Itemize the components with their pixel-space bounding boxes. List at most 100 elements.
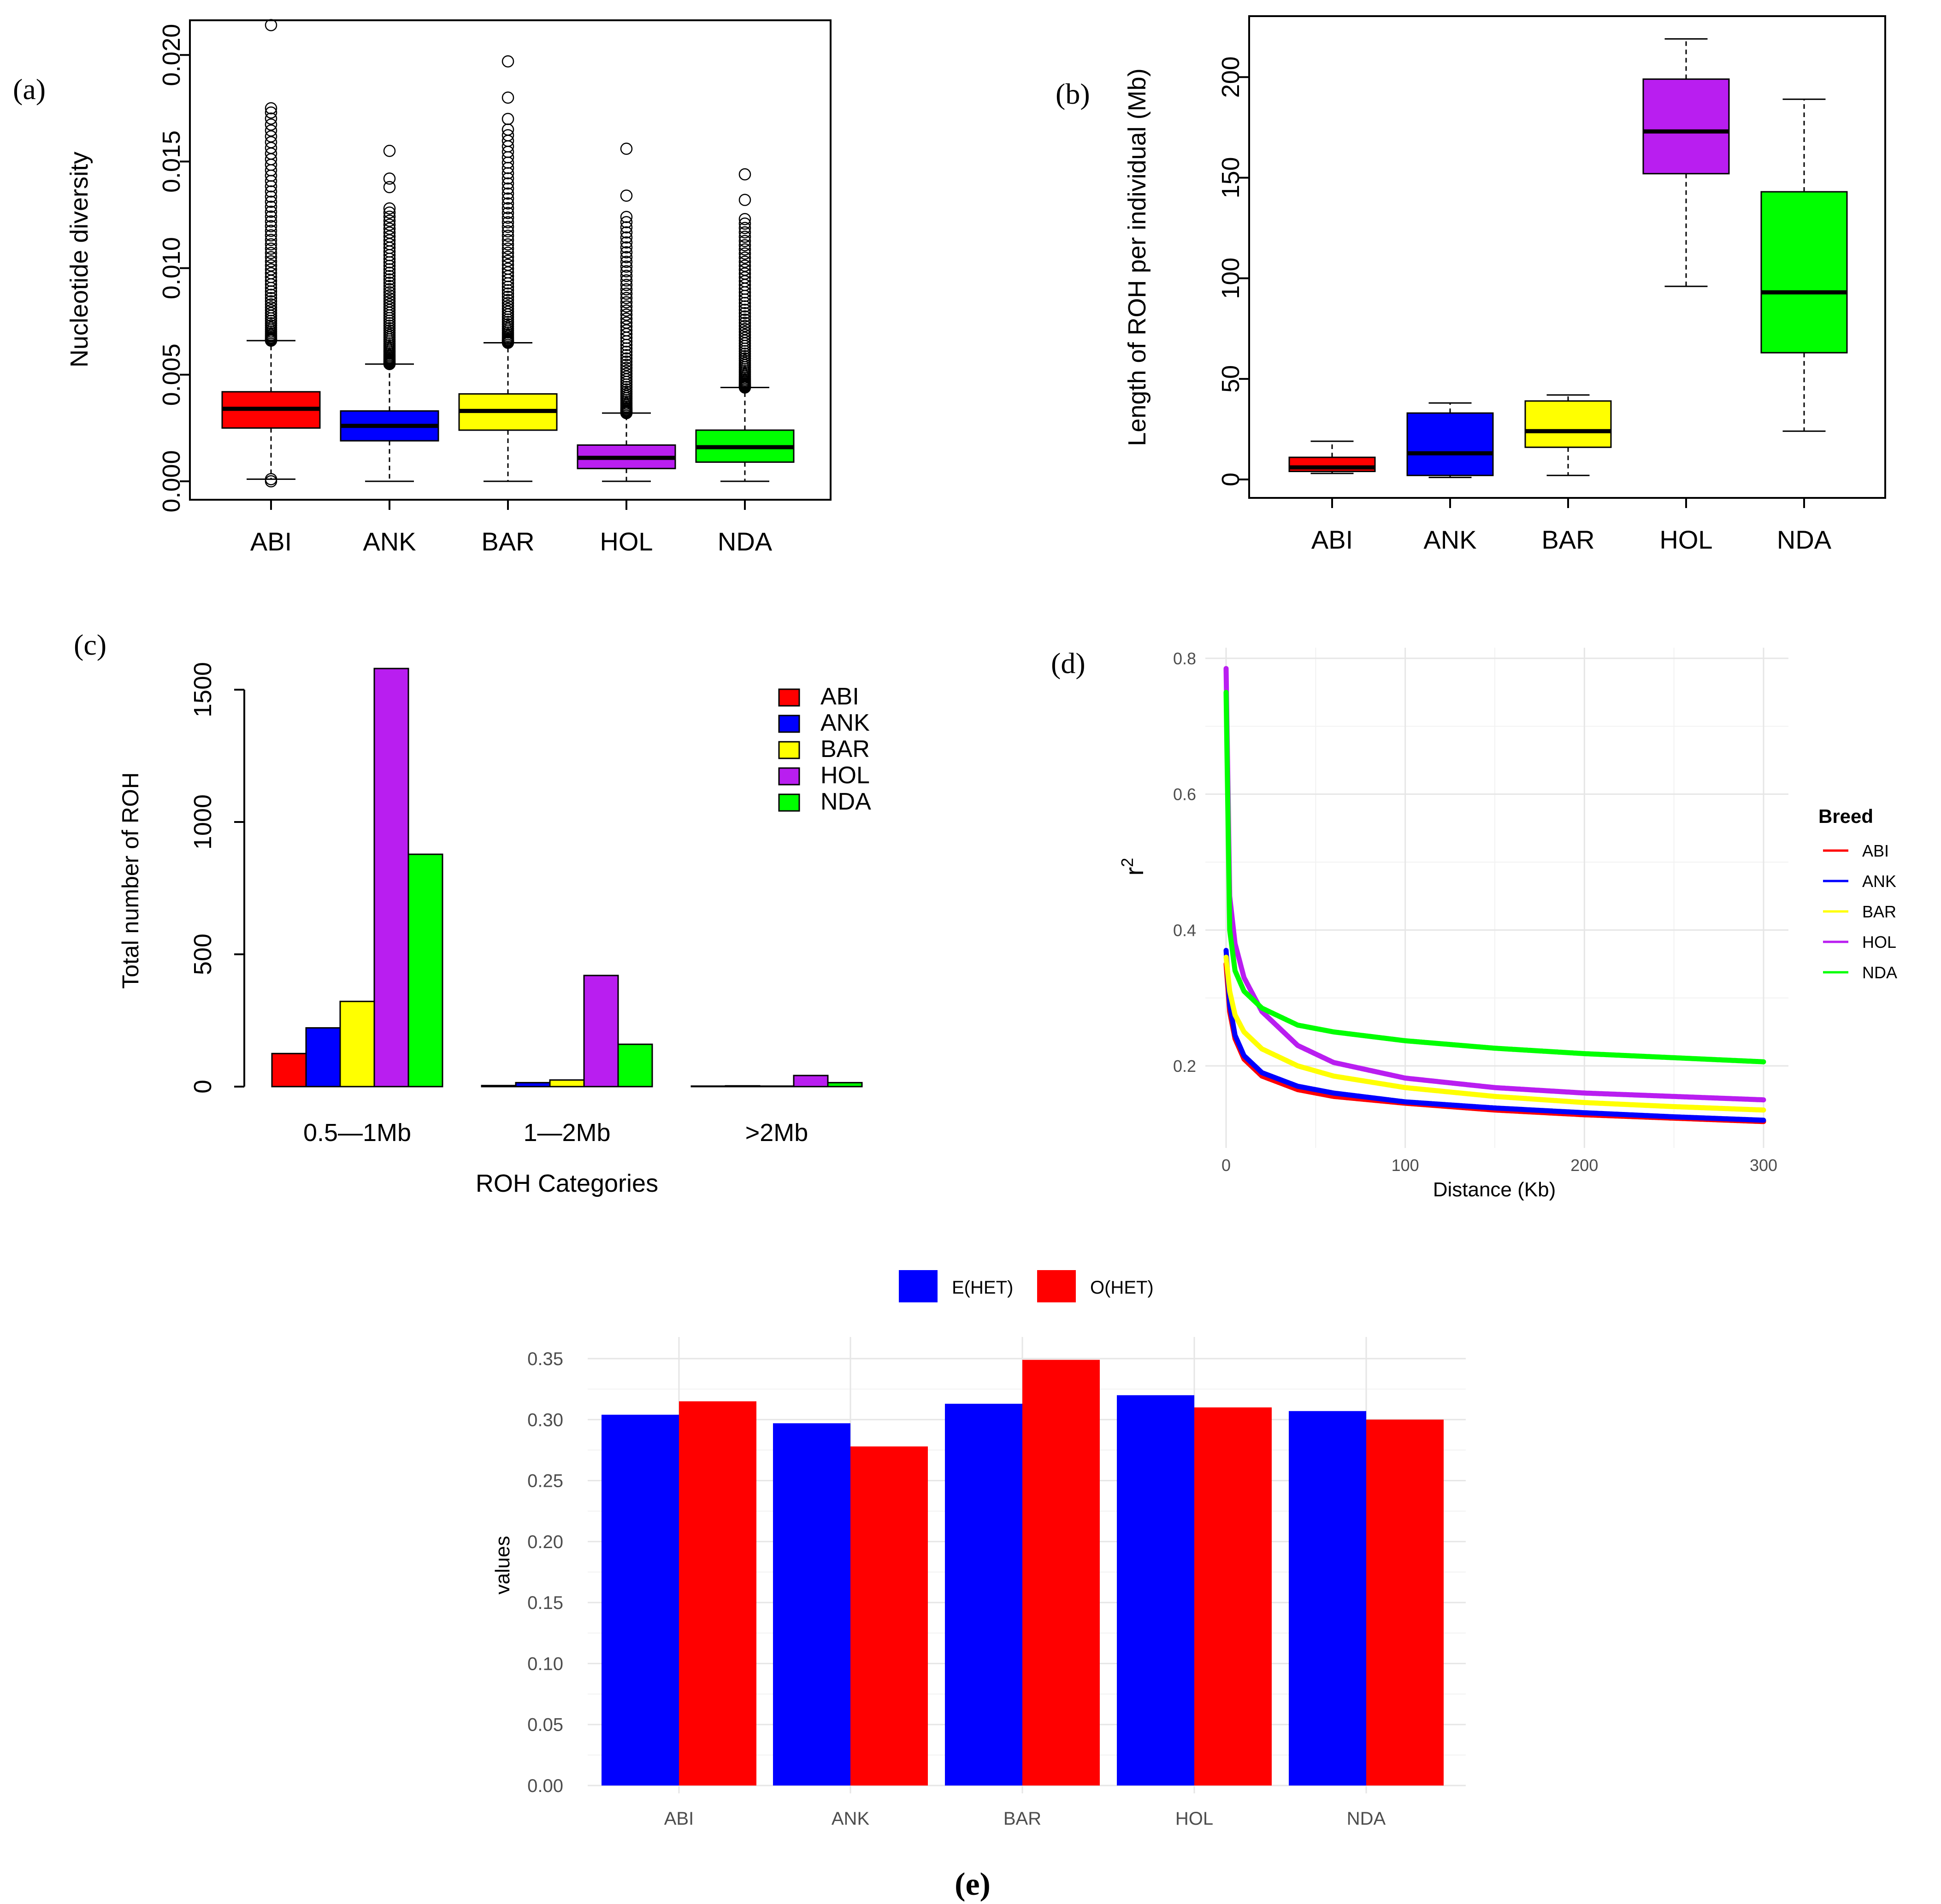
outlier-point [501,112,514,125]
outlier-point [620,352,633,365]
outlier-point [501,182,514,195]
outlier-point [620,370,633,383]
outlier-point [501,216,514,229]
outlier-point [738,243,751,256]
outlier-point [383,266,396,279]
panel-c-y-axis-label: Total number of ROH [118,772,143,989]
outlier-point [501,220,514,233]
x-tick-label-nda: NDA [718,527,773,556]
outlier-point [620,300,633,313]
outlier-point [501,302,514,315]
legend-item-o-het: O(HET) [1037,1270,1154,1302]
outlier-point [620,251,633,263]
legend-swatch [778,767,800,786]
outlier-point [501,287,514,300]
outlier-point [265,259,277,272]
outlier-point [265,267,277,279]
line-ank [1223,948,1766,1123]
outlier-point [738,194,751,206]
outlier-point [265,263,277,276]
outlier-point [620,211,633,223]
bar-group-bar [945,1360,1100,1786]
outlier-point [501,55,514,68]
outlier-point [738,329,751,341]
y-tick-label: 0.6 [1173,785,1196,804]
outlier-point [620,316,633,329]
panel-b-y-axis: 0 50 100 150 200 [1217,56,1250,486]
outlier-point [383,298,396,311]
bar-hol [793,1075,829,1088]
panel-d-label: (d) [1051,647,1086,680]
bar-nda [617,1043,653,1088]
outlier-point [738,260,751,272]
panel-d-y-axis-label-superscript: 2 [1118,858,1137,867]
legend-label: HOL [1862,933,1896,952]
y-tick-label: 1000 [189,794,217,850]
bar-group-1 [481,975,653,1088]
y-tick-label: 1500 [189,662,217,717]
bar-e-het [773,1423,850,1786]
x-tick-label: >2Mb [745,1119,808,1147]
panel-b-label: (b) [1056,77,1090,110]
outlier-point [501,187,514,200]
outlier-point [265,130,277,143]
outlier-point [620,292,633,304]
outlier-point [265,102,277,115]
bar-group-ank [773,1423,928,1786]
outlier-point [620,365,633,377]
legend-item-hol: HOL [778,762,870,789]
outlier-point [265,247,277,259]
outlier-point [738,319,751,332]
box-ank [1406,402,1494,479]
bar-o-het [1366,1419,1444,1786]
outlier-point [265,238,277,251]
legend-label: E(HET) [952,1277,1013,1298]
outlier-point [620,320,633,333]
legend-swatch [899,1270,938,1302]
outlier-point [383,202,396,215]
panel-d-line-chart: (d) 0.2 0.4 0.6 0.8 0 100 200 300 r2 Distance … [1051,647,1897,1201]
outlier-point [501,91,514,104]
panel-d-x-axis: 0 100 200 300 [1221,1156,1777,1175]
bar-e-het [602,1414,679,1786]
outlier-point [738,231,751,243]
outlier-point [265,301,277,314]
outlier-point [501,290,514,303]
outlier-point [620,236,633,249]
legend-label: O(HET) [1090,1277,1154,1298]
panel-a-boxplot: (a) Nucleotide diversity 0.000 0.005 0.010… [13,19,832,556]
x-tick-label-hol: HOL [1175,1809,1213,1829]
y-tick-label: 0.20 [527,1532,563,1552]
legend-label: NDA [820,788,871,815]
panel-d-y-axis-label: r2 [1118,858,1149,876]
legend-label: HOL [820,762,870,789]
outlier-point [738,239,751,252]
x-tick-label-ank: ANK [363,527,416,556]
y-tick-label: 0.05 [527,1715,563,1735]
outlier-point [265,307,277,319]
x-tick-label-abi: ABI [250,527,292,556]
outlier-point [383,210,396,223]
outlier-point [265,295,277,307]
outlier-point [501,297,514,309]
panel-a-boxes [221,19,795,488]
x-tick-label: 0.5—1Mb [303,1119,411,1147]
panel-a-y-axis-label: Nucleotide diversity [65,152,93,367]
outlier-point [501,262,514,275]
panel-d-legend: Breed ABI ANK BAR HOL NDA [1818,805,1897,982]
line-bar [1223,954,1766,1113]
outlier-point [738,267,751,280]
panel-a-y-axis: 0.000 0.005 0.010 0.015 0.020 [158,24,191,513]
panel-e-x-tick-labels: ABI ANK BAR HOL NDA [664,1809,1386,1829]
outlier-point [383,219,396,231]
outlier-point [383,206,396,219]
y-tick-label: 0.30 [527,1410,563,1430]
outlier-point [738,303,751,316]
panel-d-x-axis-label: Distance (Kb) [1433,1178,1556,1201]
y-tick-label: 0.015 [158,130,185,193]
outlier-point [738,222,751,234]
x-tick-label: 0 [1221,1156,1231,1175]
outlier-point [738,213,751,225]
panel-b-x-axis: ABI ANK BAR HOL NDA [1311,497,1832,554]
